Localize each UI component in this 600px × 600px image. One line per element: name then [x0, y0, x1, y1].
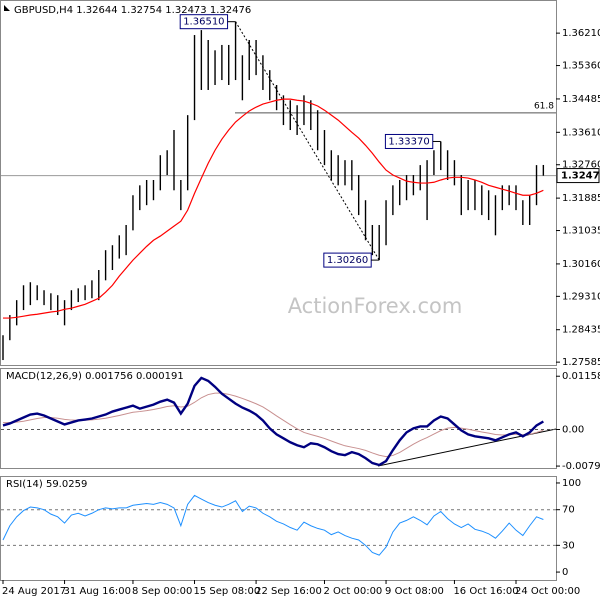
rsi-panel [0, 476, 557, 581]
y-tick-label: 1.34485 [562, 94, 600, 105]
y-tick-label: 1.28435 [562, 325, 600, 336]
y-tick-label: 1.33610 [562, 127, 600, 138]
x-tick-label: 16 Oct 16:00 [453, 586, 518, 597]
x-tick-label: 24 Oct 00:00 [515, 586, 580, 597]
watermark: ActionForex.com [288, 294, 463, 318]
x-tick-label: 9 Oct 08:00 [385, 586, 444, 597]
y-tick-label: 1.29310 [562, 291, 600, 302]
y-tick-label: -0.007961 [562, 461, 600, 472]
last-price-box [556, 168, 600, 184]
y-tick-label: 1.36210 [562, 28, 600, 39]
fib-label: 61.8 [534, 101, 554, 111]
panel-title: MACD(12,26,9) 0.001756 0.000191 [6, 371, 184, 382]
y-tick-label: 1.30160 [562, 259, 600, 270]
y-tick-label: 1.32760 [562, 160, 600, 171]
y-tick-label: 1.31885 [562, 193, 600, 204]
main-panel [0, 0, 557, 366]
y-tick-label: 70 [562, 505, 575, 516]
x-tick-label: 15 Sep 08:00 [194, 586, 261, 597]
annotation-label: 1.36510 [183, 17, 224, 28]
y-tick-label: 30 [562, 540, 575, 551]
annotation-label: 1.30260 [327, 255, 368, 266]
macd-line [2, 376, 544, 467]
y-tick-label: 0 [562, 567, 568, 578]
symbol-icon [4, 5, 10, 11]
chart-title: GBPUSD,H4 1.32644 1.32754 1.32473 1.3247… [14, 5, 251, 16]
y-tick-label: 0.011588 [562, 371, 600, 382]
y-tick-label: 100 [562, 478, 581, 489]
x-tick-label: 22 Sep 16:00 [255, 586, 322, 597]
rsi-line [2, 494, 544, 556]
annotation-label: 1.33370 [388, 136, 429, 147]
x-tick-label: 31 Aug 16:00 [64, 586, 131, 597]
last-price-label: 1.32476 [561, 171, 600, 182]
signal-line [3, 392, 544, 458]
y-tick-label: 1.27585 [562, 357, 600, 368]
x-tick-label: 24 Aug 2017 [2, 586, 66, 597]
moving-average [3, 98, 544, 319]
x-tick-label: 2 Oct 00:00 [323, 586, 382, 597]
panel-title: RSI(14) 59.0259 [6, 479, 87, 490]
y-tick-label: 1.31035 [562, 226, 600, 237]
y-tick-label: 1.35360 [562, 61, 600, 72]
y-tick-label: 0.00 [562, 424, 584, 435]
x-tick-label: 8 Sep 00:00 [132, 586, 192, 597]
